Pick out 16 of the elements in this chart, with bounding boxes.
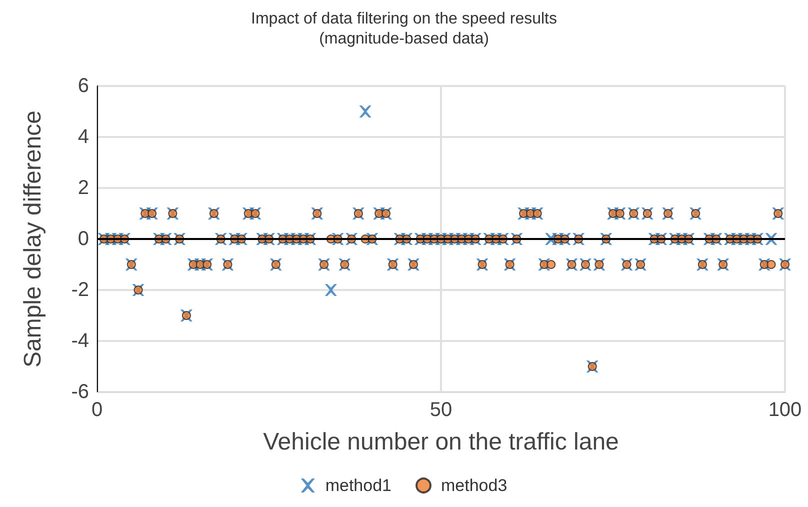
y-tick-label: 4 (78, 126, 89, 148)
y-tick-label: -4 (71, 330, 89, 352)
y-tick-label: 6 (78, 75, 89, 97)
legend-label: method3 (441, 476, 508, 495)
y-tick-label: 0 (78, 228, 89, 250)
y-tick-label: 2 (78, 177, 89, 199)
x-tick-label: 0 (91, 399, 103, 421)
y-tick-label: -6 (71, 381, 89, 403)
chart-subtitle: (magnitude-based data) (319, 30, 489, 48)
x-tick-label: 100 (768, 399, 802, 421)
x-axis-title: Vehicle number on the traffic lane (263, 428, 619, 456)
x-tick-label: 50 (430, 399, 452, 421)
legend-label: method1 (325, 476, 392, 495)
y-tick-label: -2 (71, 279, 89, 301)
y-axis-title: Sample delay difference (20, 110, 46, 368)
chart-title: Impact of data filtering on the speed results (251, 10, 557, 28)
